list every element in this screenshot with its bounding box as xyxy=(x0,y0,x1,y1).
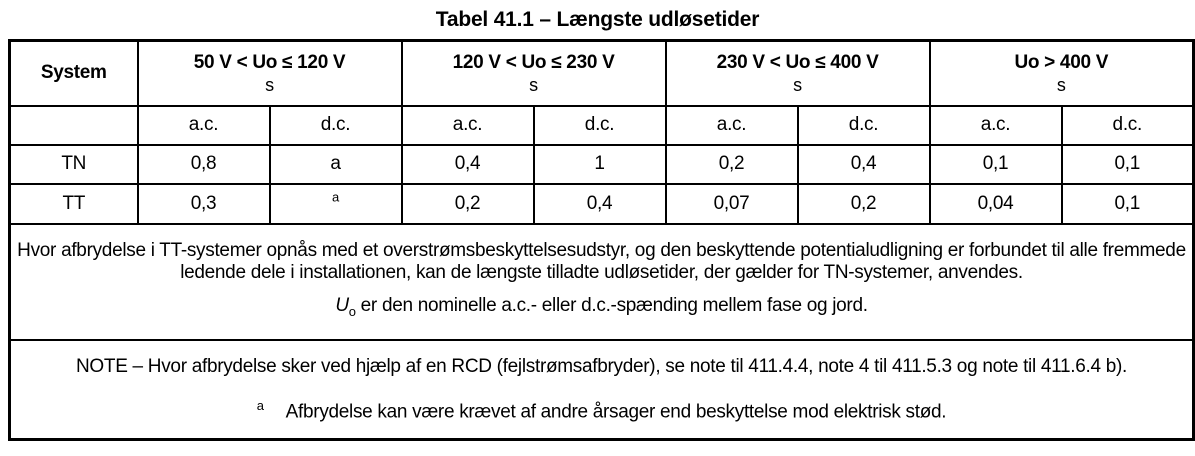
value-cell: 0,1 xyxy=(928,143,1063,185)
note-and-footnote-row: NOTE – Hvor afbrydelse sker ved hjælp af… xyxy=(8,338,1195,441)
current-type-cell: a.c. xyxy=(928,104,1063,146)
voltage-range-3-label: 230 V < Uo ≤ 400 V xyxy=(716,52,879,74)
unit-seconds-label: s xyxy=(793,75,802,96)
footnote-a-line: a Afbrydelse kan være krævet af andre års… xyxy=(11,395,1192,423)
tt-exception-paragraph: Hvor afbrydelse i TT-systemer opnås med … xyxy=(17,240,1186,284)
header-row-voltages: System 50 V < Uo ≤ 120 V s 120 V < Uo ≤ … xyxy=(8,39,1195,107)
table-row-tn: TN 0,8 a 0,4 1 0,2 0,4 0,1 0,1 xyxy=(8,143,1195,185)
voltage-range-1-label: 50 V < Uo ≤ 120 V xyxy=(193,52,346,74)
value-cell: 0,04 xyxy=(928,182,1063,225)
note-and-footnote-cell: NOTE – Hvor afbrydelse sker ved hjælp af… xyxy=(8,338,1195,441)
value-cell: 0,2 xyxy=(796,182,931,225)
uo-symbol: U xyxy=(335,295,349,317)
header-row-current-types: a.c. d.c. a.c. d.c. a.c. d.c. a.c. d.c. xyxy=(8,104,1195,146)
uo-subscript: o xyxy=(348,303,356,319)
notes-row: Hvor afbrydelse i TT-systemer opnås med … xyxy=(8,222,1195,341)
unit-seconds-label: s xyxy=(265,75,274,96)
value-cell: 0,2 xyxy=(400,182,535,225)
unit-seconds-label: s xyxy=(529,75,538,96)
value-cell: 0,1 xyxy=(1060,143,1195,185)
value-cell: 0,4 xyxy=(796,143,931,185)
current-type-cell: d.c. xyxy=(1060,104,1195,146)
header-cell-voltage-range-3: 230 V < Uo ≤ 400 V s xyxy=(664,39,931,107)
value-cell: 0,07 xyxy=(664,182,799,225)
table-row-tt: TT 0,3 a 0,2 0,4 0,07 0,2 0,04 0,1 xyxy=(8,182,1195,225)
notes-cell: Hvor afbrydelse i TT-systemer opnås med … xyxy=(8,222,1195,341)
empty-cell xyxy=(8,104,139,146)
value-cell: 0,4 xyxy=(532,182,667,225)
header-cell-voltage-range-2: 120 V < Uo ≤ 230 V s xyxy=(400,39,667,107)
current-type-cell: a.c. xyxy=(664,104,799,146)
header-cell-voltage-range-1: 50 V < Uo ≤ 120 V s xyxy=(136,39,403,107)
table-title: Tabel 41.1 – Længste udløsetider xyxy=(435,8,760,31)
current-type-cell: d.c. xyxy=(532,104,667,146)
header-cell-system: System xyxy=(8,39,139,107)
header-cell-voltage-range-4: Uo > 400 V s xyxy=(928,39,1195,107)
disconnection-times-table: System 50 V < Uo ≤ 120 V s 120 V < Uo ≤ … xyxy=(8,39,1195,441)
value-cell: 1 xyxy=(532,143,667,185)
footnote-a-marker: a xyxy=(256,397,264,413)
current-type-cell: d.c. xyxy=(796,104,931,146)
value-cell-footnote: a xyxy=(268,143,403,185)
system-cell-tt: TT xyxy=(8,182,139,225)
footnote-ref-a: a xyxy=(332,189,339,205)
footnote-a-text: Afbrydelse kan være krævet af andre årsa… xyxy=(285,400,947,422)
uo-definition-line: Uo er den nominelle a.c.- eller d.c.-spæ… xyxy=(11,295,1192,323)
value-cell: 0,3 xyxy=(136,182,271,225)
voltage-range-2-label: 120 V < Uo ≤ 230 V xyxy=(452,52,615,74)
voltage-range-4-label: Uo > 400 V xyxy=(1014,52,1109,74)
current-type-cell: a.c. xyxy=(136,104,271,146)
uo-definition-text: er den nominelle a.c.- eller d.c.-spændi… xyxy=(355,295,868,317)
value-cell: 0,4 xyxy=(400,143,535,185)
current-type-cell: a.c. xyxy=(400,104,535,146)
value-cell-footnote: a xyxy=(268,182,403,225)
system-cell-tn: TN xyxy=(8,143,139,185)
value-cell: 0,8 xyxy=(136,143,271,185)
value-cell: 0,1 xyxy=(1060,182,1195,225)
value-cell: 0,2 xyxy=(664,143,799,185)
current-type-cell: d.c. xyxy=(268,104,403,146)
rcd-note-paragraph: NOTE – Hvor afbrydelse sker ved hjælp af… xyxy=(76,355,1128,377)
unit-seconds-label: s xyxy=(1056,75,1066,96)
